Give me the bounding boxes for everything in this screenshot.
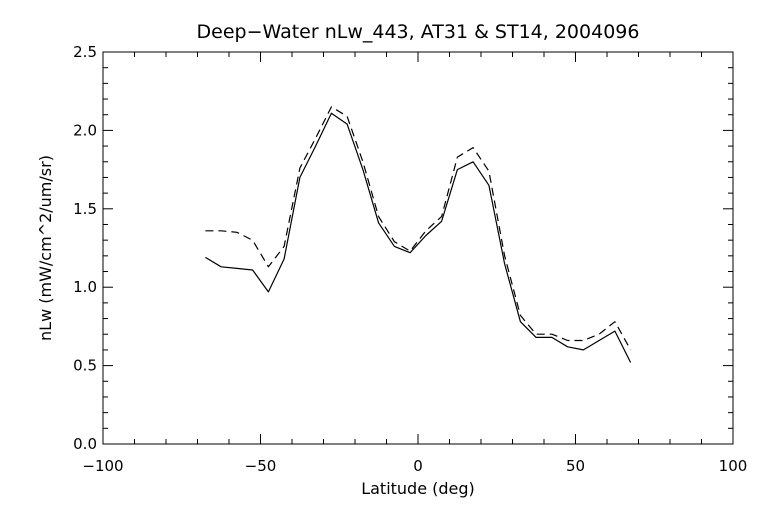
x-tick-label: −100 (82, 457, 123, 475)
y-tick-label: 2.5 (73, 43, 97, 61)
tick-labels: −100 −50 0 50 100 0.0 0.5 1.0 1.5 2.0 2.5 (73, 43, 747, 475)
x-tick-label: 0 (413, 457, 423, 475)
chart-title: Deep−Water nLw_443, AT31 & ST14, 2004096 (197, 21, 640, 43)
x-tick-label: 100 (719, 457, 748, 475)
x-tick-label: −50 (245, 457, 277, 475)
solid-series-line (205, 112, 632, 363)
y-axis-label: nLw (mW/cm^2/um/sr) (36, 155, 55, 341)
x-tick-label: 50 (566, 457, 585, 475)
y-tick-label: 1.5 (73, 200, 97, 218)
dashed-series-line (205, 106, 632, 351)
y-tick-label: 2.0 (73, 121, 97, 139)
x-axis-label: Latitude (deg) (361, 479, 475, 498)
axis-ticks (102, 51, 734, 445)
y-tick-label: 0.5 (73, 357, 97, 375)
y-tick-label: 1.0 (73, 278, 97, 296)
series-lines (205, 106, 632, 363)
plot-frame (102, 51, 734, 445)
y-tick-label: 0.0 (73, 435, 97, 453)
